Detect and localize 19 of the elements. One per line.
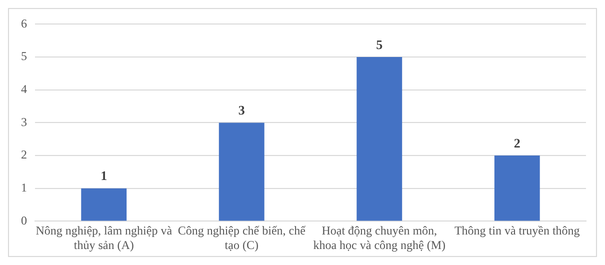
bar (494, 156, 540, 221)
x-tick-label: Nông nghiệp, lâm nghiệp và thủy sản (A) (36, 224, 173, 252)
bar (356, 57, 402, 221)
bar (81, 188, 127, 221)
data-label: 3 (238, 102, 246, 118)
y-tick-label: 4 (21, 82, 27, 96)
bar (218, 122, 264, 221)
data-label: 2 (514, 135, 520, 150)
data-label: 1 (100, 168, 108, 184)
x-tick-label: Thông tin và truyền thông (454, 224, 580, 238)
x-tick-label: Hoạt động chuyên môn, khoa học và công nghệ (M) (313, 224, 446, 252)
x-tick-label: Công nghiệp chế biến, chế tạo (C) (178, 224, 306, 252)
y-tick-label: 6 (21, 16, 27, 30)
y-tick-label: 0 (21, 213, 27, 228)
y-tick-label: 2 (21, 148, 27, 162)
y-tick-label: 3 (21, 114, 27, 129)
y-tick-label: 5 (21, 49, 27, 64)
data-label: 5 (376, 36, 384, 52)
y-tick-label: 1 (21, 180, 27, 195)
